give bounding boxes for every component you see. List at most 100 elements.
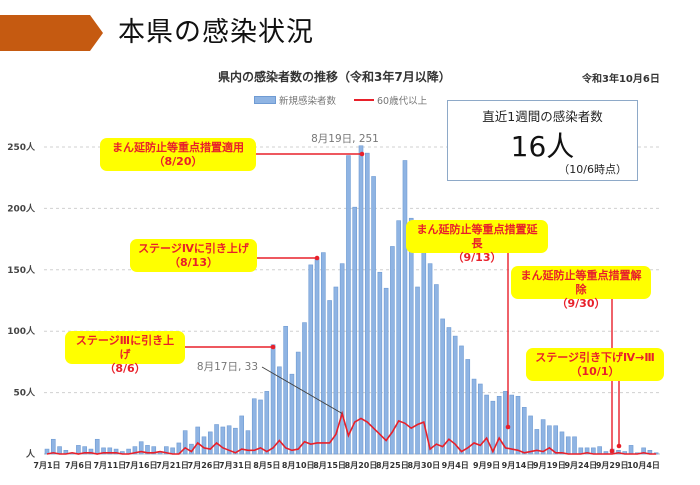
callout-manbou-extend: まん延防止等重点措置延長 （9/13） bbox=[406, 220, 548, 264]
y-tick-label: 人 bbox=[25, 448, 36, 460]
bar bbox=[321, 252, 326, 455]
bar bbox=[76, 445, 81, 455]
x-tick-label: 7月6日 bbox=[65, 461, 92, 470]
bar bbox=[151, 446, 157, 455]
weekly-summary-box: 直近1週間の感染者数 16人 （10/6時点） bbox=[447, 100, 638, 181]
bar bbox=[547, 425, 552, 455]
bar bbox=[295, 351, 301, 455]
bar bbox=[339, 263, 345, 455]
bar bbox=[465, 359, 471, 455]
callout-marker bbox=[609, 448, 615, 454]
x-tick-label: 7月26日 bbox=[188, 461, 221, 470]
x-tick-label: 8月5日 bbox=[253, 461, 280, 470]
bar bbox=[446, 327, 452, 455]
bar bbox=[584, 447, 590, 455]
bar bbox=[214, 424, 219, 455]
bar bbox=[233, 427, 238, 455]
callout-marker bbox=[359, 151, 365, 157]
bar bbox=[471, 378, 477, 455]
bar bbox=[138, 441, 144, 455]
x-tick-label: 9月29日 bbox=[596, 461, 629, 470]
callout-stage4: ステージⅣに引き上げ （8/13） bbox=[130, 239, 257, 272]
bar bbox=[314, 258, 320, 455]
callout-stage3: ステージⅢに引き上げ （8/6） bbox=[65, 331, 185, 375]
bar bbox=[452, 335, 458, 455]
bar bbox=[402, 160, 408, 455]
bar bbox=[352, 206, 358, 455]
bar bbox=[521, 407, 527, 455]
bar bbox=[239, 415, 244, 455]
y-tick-label: 150人 bbox=[7, 264, 36, 276]
peak-data-label: 8月19日, 251 bbox=[311, 133, 379, 145]
bar bbox=[572, 436, 577, 455]
bar-swatch-icon bbox=[254, 96, 276, 104]
chart-legend: 新規感染者数 60歳代以上 bbox=[254, 93, 427, 107]
x-tick-label: 8月30日 bbox=[407, 461, 440, 470]
bar bbox=[220, 426, 226, 455]
bar bbox=[264, 391, 270, 455]
x-tick-label: 9月19日 bbox=[533, 461, 566, 470]
callout-manbou-lift: まん延防止等重点措置解除 （9/30） bbox=[511, 266, 651, 310]
callout-marker bbox=[505, 424, 511, 430]
y-tick-label: 50人 bbox=[13, 387, 36, 399]
x-tick-label: 8月25日 bbox=[376, 461, 409, 470]
bar bbox=[226, 425, 232, 455]
bar bbox=[283, 325, 288, 455]
bar bbox=[478, 383, 483, 455]
bar bbox=[207, 431, 213, 455]
callout-marker bbox=[270, 344, 276, 350]
bar bbox=[195, 426, 201, 455]
callout-stage-down: ステージ引き下げⅣ→Ⅲ （10/1） bbox=[526, 348, 664, 381]
bar bbox=[302, 322, 307, 455]
bar bbox=[358, 145, 364, 455]
bar bbox=[434, 284, 439, 455]
x-tick-label: 8月15日 bbox=[313, 461, 346, 470]
bar bbox=[553, 425, 558, 455]
bar bbox=[408, 217, 414, 455]
bar bbox=[459, 345, 464, 455]
bar bbox=[82, 446, 87, 455]
bar bbox=[289, 373, 295, 455]
bar bbox=[113, 448, 119, 455]
bar bbox=[396, 220, 401, 455]
summary-label: 直近1週間の感染者数 bbox=[482, 109, 603, 124]
bar bbox=[641, 447, 646, 455]
series-60plus-line bbox=[46, 410, 657, 455]
bar bbox=[415, 286, 420, 455]
bar bbox=[101, 447, 106, 455]
x-tick-label: 9月24日 bbox=[564, 461, 597, 470]
bar bbox=[540, 419, 546, 455]
header-arrow-icon bbox=[0, 15, 103, 51]
bar bbox=[182, 430, 188, 455]
legend-item-60plus: 60歳代以上 bbox=[354, 93, 427, 107]
bar bbox=[132, 446, 138, 455]
x-tick-label: 8月20日 bbox=[345, 461, 378, 470]
chart-title: 県内の感染者数の推移（令和3年7月以降） bbox=[218, 70, 451, 84]
bar bbox=[597, 446, 602, 455]
bar bbox=[57, 446, 62, 455]
bar bbox=[245, 430, 251, 455]
bar bbox=[88, 448, 94, 455]
x-tick-label: 8月10日 bbox=[282, 461, 315, 470]
bar bbox=[427, 263, 433, 455]
x-tick-label: 7月21日 bbox=[156, 461, 189, 470]
callout-manbou-apply: まん延防止等重点措置適用 （8/20） bbox=[100, 138, 256, 171]
summary-as-of: （10/6時点） bbox=[558, 163, 627, 176]
x-tick-label: 10月4日 bbox=[627, 461, 660, 470]
x-tick-label: 7月31日 bbox=[219, 461, 252, 470]
y-tick-label: 250人 bbox=[7, 141, 36, 153]
bar bbox=[364, 152, 370, 455]
x-tick-label: 7月16日 bbox=[125, 461, 158, 470]
bar bbox=[251, 398, 257, 455]
bar bbox=[534, 429, 540, 455]
bar bbox=[565, 436, 571, 455]
bar bbox=[346, 155, 351, 455]
x-tick-label: 7月11日 bbox=[93, 461, 126, 470]
bar bbox=[509, 394, 515, 455]
y-tick-label: 100人 bbox=[7, 325, 36, 337]
bar bbox=[440, 318, 445, 455]
y-tick-label: 200人 bbox=[7, 202, 36, 214]
callout-marker bbox=[616, 443, 622, 449]
bar bbox=[371, 176, 376, 455]
